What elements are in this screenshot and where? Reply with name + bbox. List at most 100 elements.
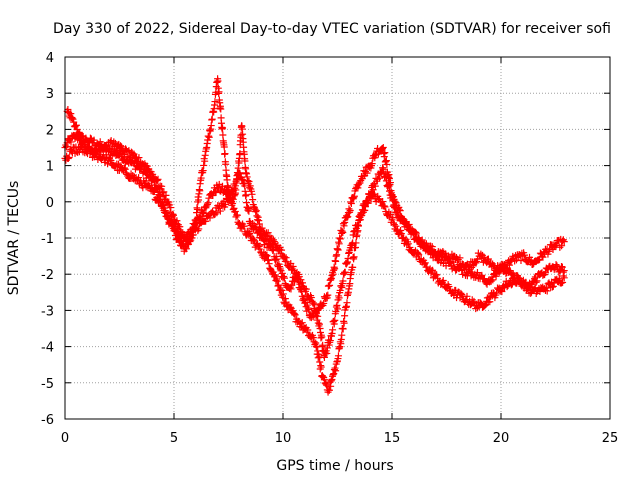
data-point — [249, 196, 257, 204]
data-point — [329, 371, 337, 379]
data-point — [286, 303, 294, 311]
data-point — [396, 228, 404, 236]
data-point — [539, 253, 547, 261]
data-point — [324, 291, 332, 299]
data-point — [275, 281, 283, 289]
data-marks — [61, 75, 568, 396]
data-point — [272, 256, 280, 264]
data-point — [392, 204, 400, 212]
data-point — [237, 131, 245, 139]
data-point — [219, 124, 227, 132]
data-point — [379, 198, 387, 206]
data-point — [204, 199, 212, 207]
data-point — [297, 320, 305, 328]
data-point — [121, 165, 129, 173]
data-point — [458, 291, 466, 299]
data-point — [369, 186, 377, 194]
data-point — [230, 204, 238, 212]
data-point — [325, 386, 333, 394]
data-point — [242, 191, 250, 199]
data-point — [358, 211, 366, 219]
data-point — [439, 276, 447, 284]
data-point — [67, 138, 75, 146]
data-point — [298, 279, 306, 287]
data-point — [552, 261, 560, 269]
data-point — [378, 145, 386, 153]
data-point — [481, 301, 489, 309]
data-point — [64, 105, 72, 113]
data-point — [214, 77, 222, 85]
data-point — [298, 319, 306, 327]
data-point — [312, 309, 320, 317]
data-point — [264, 256, 272, 264]
data-point — [350, 253, 358, 261]
data-point — [65, 154, 73, 162]
data-point — [338, 227, 346, 235]
data-point — [320, 299, 328, 307]
data-point — [150, 187, 158, 195]
data-point — [75, 128, 83, 136]
data-point — [414, 249, 422, 257]
data-point — [397, 226, 405, 234]
data-point — [245, 207, 253, 215]
data-point — [288, 281, 296, 289]
data-point — [503, 283, 511, 291]
data-point — [384, 181, 392, 189]
data-point — [389, 196, 397, 204]
data-point — [223, 176, 231, 184]
data-point — [397, 230, 405, 238]
data-point — [195, 225, 203, 233]
data-point — [487, 277, 495, 285]
data-point — [492, 272, 500, 280]
data-point — [196, 187, 204, 195]
data-point — [265, 260, 273, 268]
data-point — [264, 256, 272, 264]
data-point — [541, 269, 549, 277]
x-tick-label: 25 — [602, 431, 619, 446]
data-point — [173, 217, 181, 225]
data-point — [382, 170, 390, 178]
data-point — [498, 288, 506, 296]
data-point — [431, 249, 439, 257]
data-point — [360, 202, 368, 210]
data-point — [153, 177, 161, 185]
data-point — [263, 251, 271, 259]
data-point — [154, 194, 162, 202]
data-point — [549, 246, 557, 254]
data-point — [371, 182, 379, 190]
data-point — [477, 250, 485, 258]
data-point — [381, 203, 389, 211]
data-point — [340, 222, 348, 230]
data-point — [339, 325, 347, 333]
data-point — [499, 261, 507, 269]
data-point — [463, 292, 471, 300]
data-point — [528, 279, 536, 287]
data-point — [231, 207, 239, 215]
data-point — [341, 312, 349, 320]
data-point — [290, 310, 298, 318]
data-point — [364, 197, 372, 205]
data-point — [253, 241, 261, 249]
data-point — [295, 273, 303, 281]
data-point — [117, 142, 125, 150]
data-point — [485, 293, 493, 301]
x-tick-label: 20 — [493, 431, 510, 446]
data-point — [200, 161, 208, 169]
data-point — [445, 283, 453, 291]
data-point — [553, 262, 561, 270]
data-point — [354, 222, 362, 230]
data-point — [380, 202, 388, 210]
data-point — [205, 133, 213, 141]
data-point — [239, 176, 247, 184]
data-point — [371, 154, 379, 162]
data-point — [203, 202, 211, 210]
data-point — [349, 263, 357, 271]
data-point — [169, 211, 177, 219]
data-point — [341, 268, 349, 276]
data-point — [486, 298, 494, 306]
data-point — [293, 318, 301, 326]
data-point — [273, 255, 281, 263]
data-point — [234, 171, 242, 179]
data-point — [69, 115, 77, 123]
data-point — [332, 367, 340, 375]
